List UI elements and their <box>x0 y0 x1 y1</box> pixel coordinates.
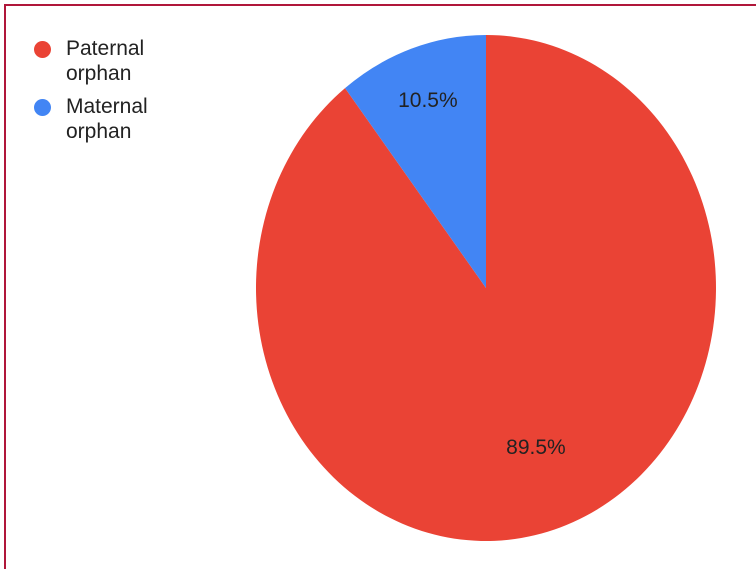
legend-item-maternal-orphan: Maternal orphan <box>34 94 214 144</box>
chart-legend: Paternal orphan Maternal orphan <box>34 36 214 152</box>
legend-item-paternal-orphan: Paternal orphan <box>34 36 214 86</box>
slice-label-paternal-orphan: 89.5% <box>506 436 566 459</box>
legend-swatch-maternal-orphan <box>34 99 51 116</box>
legend-label-paternal-orphan: Paternal orphan <box>66 37 145 85</box>
slice-label-maternal-orphan: 10.5% <box>398 89 458 112</box>
chart-frame <box>4 4 756 569</box>
legend-swatch-paternal-orphan <box>34 41 51 58</box>
legend-label-maternal-orphan: Maternal orphan <box>66 95 148 143</box>
pie-slice-maternal-orphan <box>345 35 486 288</box>
pie-slice-paternal-orphan <box>255 35 716 541</box>
